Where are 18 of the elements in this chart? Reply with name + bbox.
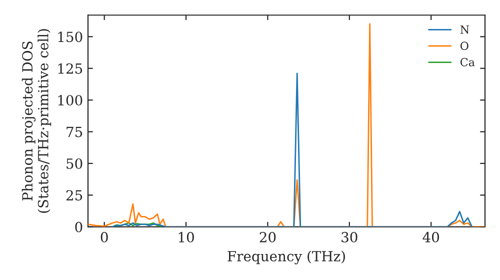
y-tick-label: 0 (75, 222, 82, 232)
y-tick-label: 50 (66, 158, 82, 169)
line-series (112, 72, 473, 227)
x-tick-label: 0 (100, 232, 108, 242)
y-tick-label: 75 (66, 126, 82, 138)
y-axis-title: Phonon projected DOS (States/THz·primitive cell) (22, 29, 52, 213)
x-tick-label: 30 (342, 232, 358, 242)
x-axis-title: Frequency (THz) (228, 250, 345, 264)
x-tick-label: 10 (178, 232, 194, 242)
legend-label: O (460, 42, 468, 50)
y-tick-label: 150 (58, 32, 82, 42)
y-tick-label: 25 (66, 190, 82, 201)
x-tick-label: 40 (422, 232, 439, 242)
y-tick-label: 100 (58, 95, 82, 106)
x-tick-label: 20 (260, 232, 276, 242)
y-tick-label: 125 (58, 63, 82, 74)
legend-label: Ca (460, 58, 475, 66)
legend-label: N (460, 25, 470, 34)
